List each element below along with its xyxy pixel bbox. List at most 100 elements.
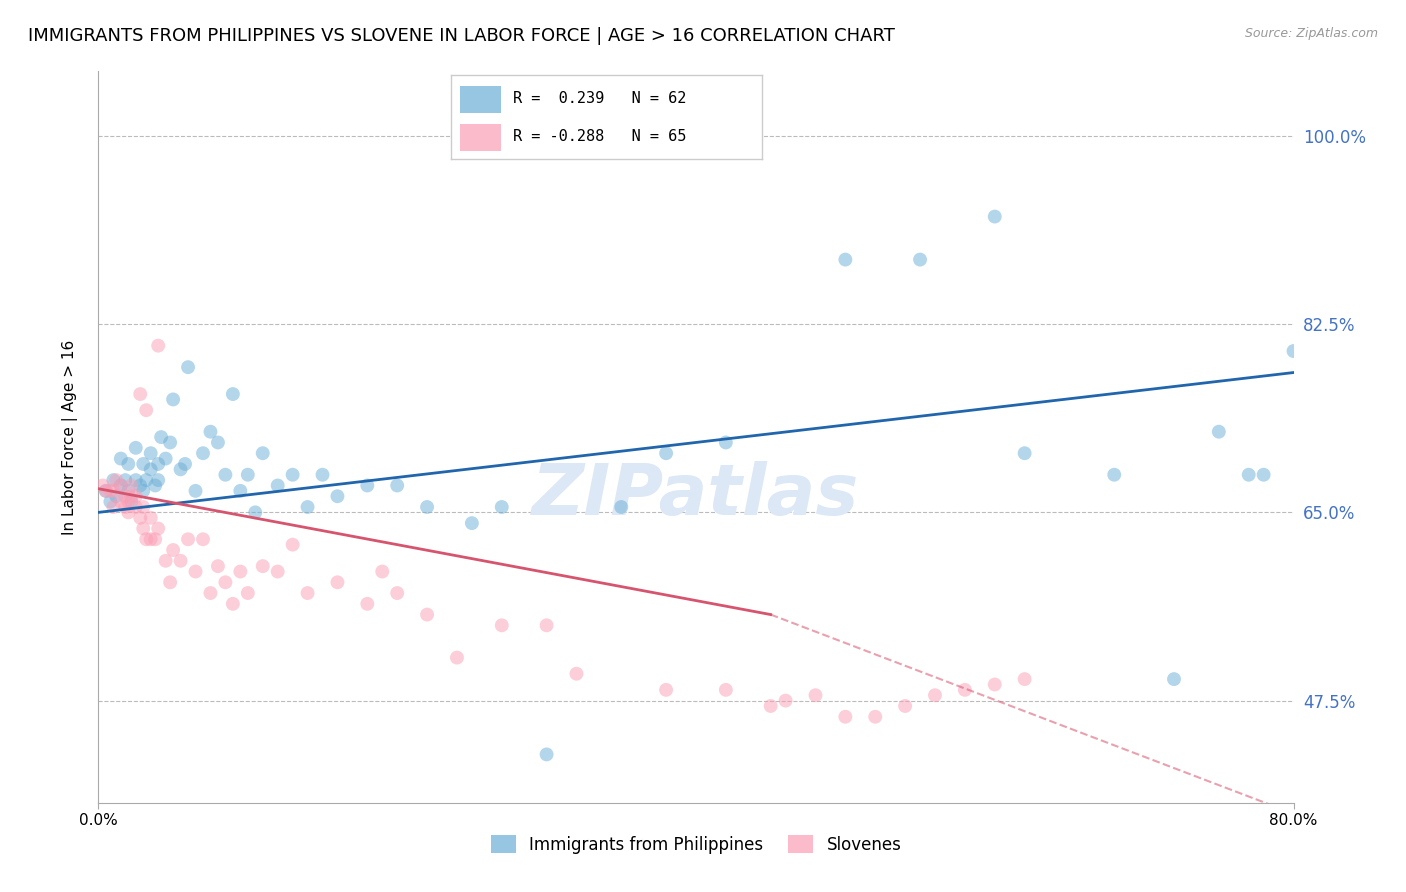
Point [984,677,1007,691]
Point [1104,467,1126,482]
Point [110,478,132,492]
Point [120,478,142,492]
Point [184,565,207,579]
Point [148,473,170,487]
Point [155,554,177,568]
Point [98,494,122,508]
Point [236,467,259,482]
Point [125,489,148,503]
Point [245,505,267,519]
Point [491,500,513,514]
Point [655,446,678,460]
Point [200,586,222,600]
Point [105,473,128,487]
Point [416,500,439,514]
Point [1282,344,1305,359]
Point [222,597,245,611]
Point [103,500,125,514]
Point [311,467,333,482]
Point [222,387,245,401]
Point [110,494,132,508]
Point [110,451,132,466]
Point [139,462,162,476]
Point [143,478,166,492]
Point [214,575,236,590]
Point [120,494,142,508]
Point [200,425,222,439]
Point [184,483,207,498]
Point [834,710,856,724]
Point [385,478,409,492]
Point [416,607,439,622]
Point [117,457,139,471]
Point [491,618,513,632]
Point [162,392,184,407]
Point [103,483,125,498]
Point [162,543,184,558]
Point [125,500,148,514]
Point [132,521,155,535]
Point [103,473,125,487]
Point [297,500,319,514]
Point [536,618,558,632]
Point [117,483,139,498]
Point [177,533,200,547]
Point [610,500,633,514]
Point [148,521,170,535]
Point [132,457,155,471]
Point [267,565,290,579]
Point [114,500,136,514]
Point [1237,467,1260,482]
Point [169,462,191,476]
Point [129,387,152,401]
Point [125,473,148,487]
Point [1163,672,1185,686]
Point [148,338,170,352]
Point [207,435,229,450]
Point [356,597,378,611]
Point [356,478,378,492]
Point [132,483,155,498]
Point [267,478,290,492]
Point [1014,446,1036,460]
Point [297,586,319,600]
Point [114,489,136,503]
Point [865,710,887,724]
Point [139,510,162,524]
Point [385,586,409,600]
Point [953,682,976,697]
Point [207,559,229,574]
Point [129,478,152,492]
Point [132,500,155,514]
Point [229,483,252,498]
Text: Source: ZipAtlas.com: Source: ZipAtlas.com [1244,27,1378,40]
Point [1208,425,1230,439]
Point [120,489,142,503]
Point [143,533,166,547]
Point [155,451,177,466]
Point [214,467,236,482]
Point [177,360,200,375]
Point [326,575,349,590]
Point [91,478,114,492]
Point [894,698,917,713]
Point [98,483,122,498]
Point [565,666,588,681]
Point [129,510,152,524]
Point [150,430,173,444]
Point [125,441,148,455]
Point [148,457,170,471]
Point [169,554,191,568]
Point [655,682,678,697]
Point [371,565,394,579]
Text: IMMIGRANTS FROM PHILIPPINES VS SLOVENE IN LABOR FORCE | AGE > 16 CORRELATION CHA: IMMIGRANTS FROM PHILIPPINES VS SLOVENE I… [28,27,896,45]
Point [446,650,468,665]
Point [326,489,349,503]
Point [236,586,259,600]
Point [117,494,139,508]
Point [229,565,252,579]
Point [759,698,782,713]
Point [252,559,274,574]
Point [536,747,558,762]
Point [139,446,162,460]
